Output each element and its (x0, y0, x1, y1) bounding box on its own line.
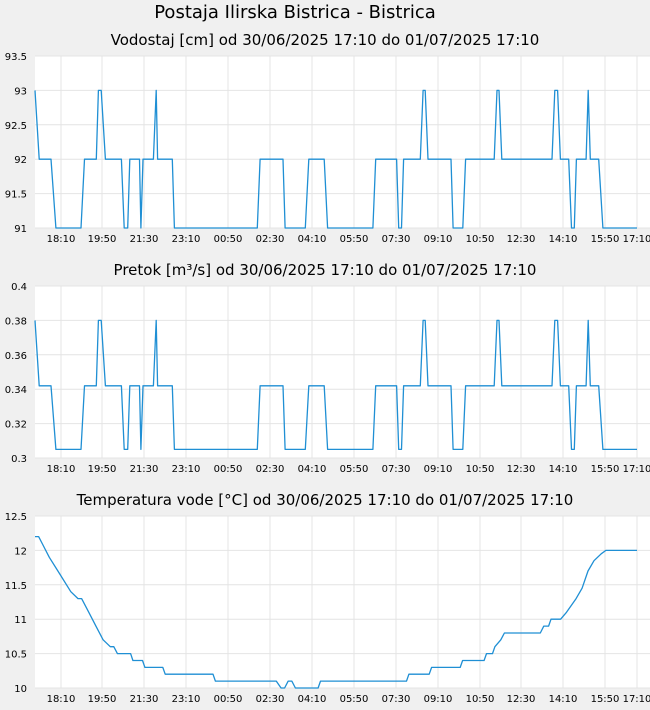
x-tick-label: 19:50 (88, 464, 117, 475)
x-tick-label: 17:10 (623, 234, 650, 245)
plot-area-temperature (35, 516, 650, 688)
x-tick-label: 15:50 (591, 234, 620, 245)
x-tick-label: 10:50 (466, 464, 495, 475)
x-tick-label: 23:10 (172, 694, 201, 705)
plot-area-water-level (35, 56, 650, 228)
x-tick-label: 17:10 (623, 464, 650, 475)
x-tick-label: 14:10 (549, 694, 578, 705)
x-tick-label: 19:50 (88, 234, 117, 245)
x-tick-label: 07:30 (382, 694, 411, 705)
y-tick-label: 10.5 (5, 650, 27, 661)
y-tick-label: 0.3 (11, 454, 27, 465)
x-tick-label: 12:30 (507, 694, 536, 705)
chart-title-temperature: Temperatura vode [°C] od 30/06/2025 17:1… (76, 491, 574, 509)
x-tick-label: 21:30 (130, 694, 159, 705)
x-tick-label: 21:30 (130, 234, 159, 245)
x-tick-label: 09:10 (424, 694, 453, 705)
plot-area-flow (35, 286, 650, 458)
x-tick-label: 04:10 (298, 694, 327, 705)
series-line-flow (34, 319, 637, 451)
x-tick-label: 02:30 (256, 234, 285, 245)
series-line-temperature (35, 535, 637, 689)
x-tick-label: 18:10 (47, 234, 76, 245)
x-tick-label: 04:10 (298, 464, 327, 475)
x-tick-label: 12:30 (507, 234, 536, 245)
chart-title-flow: Pretok [m³/s] od 30/06/2025 17:10 do 01/… (113, 261, 537, 279)
x-tick-label: 18:10 (47, 464, 76, 475)
y-tick-label: 93.5 (5, 52, 27, 63)
x-tick-label: 00:50 (214, 234, 243, 245)
x-tick-label: 05:50 (340, 464, 369, 475)
x-tick-label: 10:50 (466, 694, 495, 705)
y-tick-label: 0.4 (11, 282, 27, 293)
y-tick-label: 10 (14, 684, 27, 695)
y-tick-label: 0.38 (5, 316, 27, 327)
y-tick-label: 11.5 (5, 581, 27, 592)
page-title: Postaja Ilirska Bistrica - Bistrica (154, 2, 436, 23)
x-tick-label: 23:10 (172, 234, 201, 245)
y-tick-label: 92.5 (5, 121, 27, 132)
y-tick-label: 0.32 (5, 420, 27, 431)
y-tick-label: 11 (14, 615, 27, 626)
x-tick-label: 10:50 (466, 234, 495, 245)
x-tick-label: 00:50 (214, 694, 243, 705)
x-tick-label: 14:10 (549, 464, 578, 475)
chart-title-water-level: Vodostaj [cm] od 30/06/2025 17:10 do 01/… (110, 31, 540, 49)
x-tick-label: 17:10 (623, 694, 650, 705)
x-tick-label: 19:50 (88, 694, 117, 705)
y-tick-label: 91 (14, 224, 27, 235)
x-tick-label: 07:30 (382, 234, 411, 245)
x-tick-label: 04:10 (298, 234, 327, 245)
x-tick-label: 15:50 (591, 694, 620, 705)
series-line-water-level (34, 89, 637, 229)
y-tick-label: 93 (14, 86, 27, 97)
y-tick-label: 12 (14, 546, 27, 557)
x-tick-label: 09:10 (424, 234, 453, 245)
y-tick-label: 0.34 (5, 385, 27, 396)
x-tick-label: 02:30 (256, 694, 285, 705)
x-tick-label: 05:50 (340, 234, 369, 245)
y-tick-label: 91.5 (5, 190, 27, 201)
x-tick-label: 21:30 (130, 464, 159, 475)
x-tick-label: 18:10 (47, 694, 76, 705)
x-tick-label: 05:50 (340, 694, 369, 705)
x-tick-label: 02:30 (256, 464, 285, 475)
x-tick-label: 00:50 (214, 464, 243, 475)
x-tick-label: 14:10 (549, 234, 578, 245)
x-tick-label: 15:50 (591, 464, 620, 475)
x-tick-label: 09:10 (424, 464, 453, 475)
y-tick-label: 92 (14, 155, 27, 166)
y-tick-label: 0.36 (5, 351, 27, 362)
x-tick-label: 07:30 (382, 464, 411, 475)
x-tick-label: 23:10 (172, 464, 201, 475)
y-tick-label: 12.5 (5, 512, 27, 523)
x-tick-label: 12:30 (507, 464, 536, 475)
